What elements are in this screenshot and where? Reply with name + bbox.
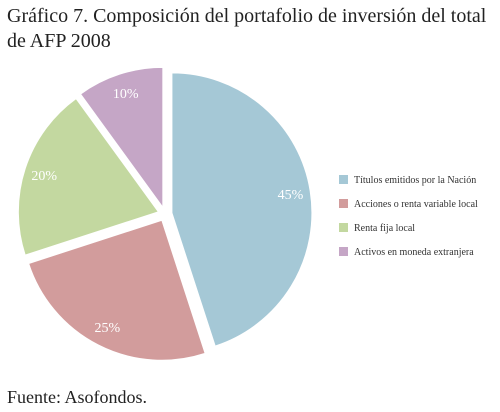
slice-label: 45%: [278, 188, 304, 203]
legend-label: Renta fija local: [354, 223, 415, 234]
legend-label: Títulos emitidos por la Nación: [354, 175, 476, 186]
source-note: Fuente: Asofondos.: [7, 387, 148, 407]
slice-label: 10%: [113, 87, 139, 102]
slice-label: 25%: [95, 321, 121, 336]
pie-slice: [28, 219, 206, 361]
legend-label: Activos en moneda extranjera: [354, 247, 474, 258]
pie-slices: 45% 25% 20% 10%: [17, 66, 313, 361]
legend-swatch: [339, 175, 348, 184]
legend: Títulos emitidos por la Nación Acciones o…: [339, 175, 478, 258]
slice-label: 20%: [31, 169, 57, 184]
legend-swatch: [339, 199, 348, 208]
legend-label: Acciones o renta variable local: [354, 199, 478, 210]
legend-swatch: [339, 247, 348, 256]
pie-slice: [79, 66, 164, 209]
legend-swatch: [339, 223, 348, 232]
pie-slice: [17, 97, 160, 256]
pie-slice: [171, 72, 313, 347]
chart-title: Gráfico 7. Composición del portafolio de…: [7, 5, 487, 52]
